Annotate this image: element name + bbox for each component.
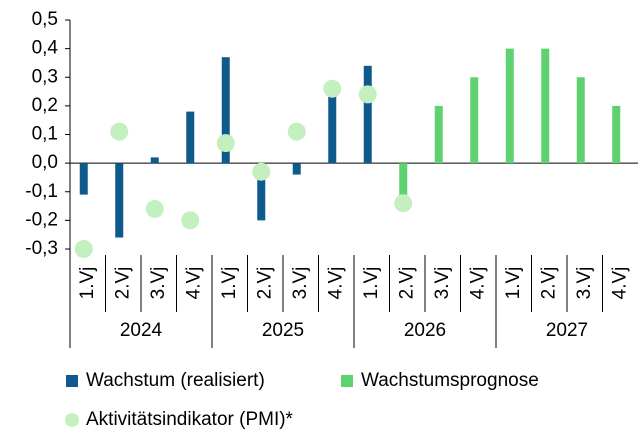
- bar: [186, 111, 195, 164]
- bar: [576, 77, 585, 164]
- point: [287, 122, 306, 141]
- bar: [257, 163, 266, 221]
- y-tick-label: -0,2: [25, 209, 58, 230]
- x-tick-label: 2.Vj: [112, 267, 133, 300]
- y-tick-label: -0,3: [25, 238, 58, 259]
- point: [216, 134, 235, 153]
- point: [323, 79, 342, 98]
- bar: [470, 77, 479, 164]
- x-tick-label: 3.Vj: [290, 267, 311, 300]
- y-tick-label: -0,1: [25, 181, 58, 202]
- y-tick-label: 0,1: [32, 124, 58, 145]
- legend-label: Wachstumsprognose: [361, 370, 539, 391]
- bar: [434, 105, 443, 164]
- group-label: 2026: [404, 320, 446, 341]
- x-tick-label: 4.Vj: [183, 267, 204, 300]
- legend-label: Wachstum (realisiert): [86, 370, 265, 391]
- x-tick-label: 1.Vj: [361, 267, 382, 300]
- x-tick-label: 4.Vj: [325, 267, 346, 300]
- y-tick-label: 0,0: [32, 152, 58, 173]
- point: [181, 211, 200, 230]
- bar: [612, 105, 621, 164]
- x-tick-label: 3.Vj: [148, 267, 169, 300]
- legend-marker: [341, 375, 353, 387]
- bar: [363, 65, 372, 164]
- y-tick-label: 0,5: [32, 9, 58, 30]
- bar: [505, 48, 514, 164]
- point: [358, 85, 377, 104]
- x-tick-label: 2.Vj: [538, 267, 559, 300]
- bar: [221, 57, 230, 164]
- group-label: 2024: [120, 320, 163, 341]
- group-label: 2025: [262, 320, 304, 341]
- bar: [292, 163, 301, 175]
- legend-marker: [65, 413, 79, 427]
- bar: [399, 163, 408, 207]
- point: [394, 194, 413, 213]
- legend-marker: [66, 375, 78, 387]
- legend-label: Aktivitätsindikator (PMI)*: [86, 409, 294, 430]
- bar: [541, 48, 550, 164]
- point: [110, 122, 129, 141]
- bar: [328, 94, 337, 164]
- point: [74, 240, 93, 258]
- bar: [115, 163, 124, 238]
- x-tick-label: 1.Vj: [77, 267, 98, 300]
- x-tick-label: 2.Vj: [254, 267, 275, 300]
- x-tick-label: 3.Vj: [574, 267, 595, 300]
- x-tick-label: 2.Vj: [396, 267, 417, 300]
- x-tick-label: 4.Vj: [467, 267, 488, 300]
- y-tick-label: 0,4: [32, 38, 59, 59]
- point: [252, 162, 271, 181]
- point: [145, 199, 164, 218]
- x-tick-label: 1.Vj: [219, 267, 240, 300]
- group-label: 2027: [546, 320, 588, 341]
- y-tick-label: 0,2: [32, 95, 58, 116]
- x-tick-label: 1.Vj: [503, 267, 524, 300]
- x-tick-label: 3.Vj: [432, 267, 453, 300]
- y-tick-label: 0,3: [32, 66, 58, 87]
- bar: [150, 157, 159, 164]
- x-tick-label: 4.Vj: [609, 267, 630, 300]
- bar: [79, 163, 88, 195]
